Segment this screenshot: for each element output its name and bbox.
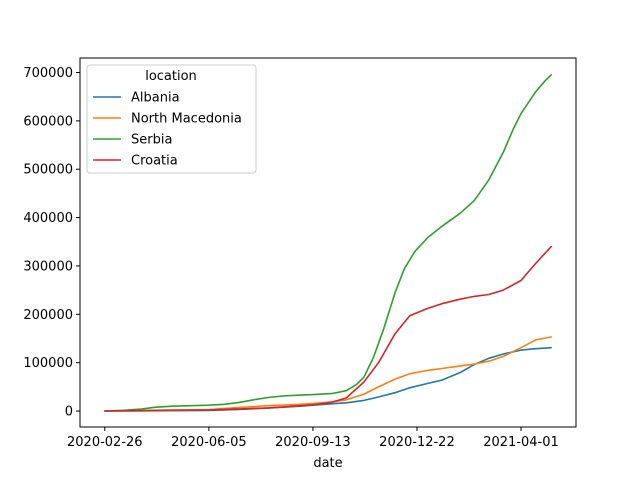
y-axis: 0 100000 200000 300000 400000 500000 600000 700… (23, 66, 80, 420)
legend-label: North Macedonia (131, 112, 242, 127)
series-line-north-macedonia (104, 336, 552, 412)
y-tick-label: 500000 (23, 163, 73, 178)
x-tick-label: 2020-09-13 (275, 435, 351, 450)
series-line-serbia (104, 74, 552, 412)
legend-label: Croatia (131, 154, 178, 169)
x-tick-label: 2020-02-26 (67, 435, 143, 450)
legend-label: Albania (131, 91, 180, 106)
x-tick-label: 2020-06-05 (171, 435, 247, 450)
y-tick-label: 300000 (23, 259, 73, 274)
y-tick-label: 700000 (23, 66, 73, 81)
plot-lines (104, 74, 552, 412)
x-axis: 2020-02-26 2020-06-05 2020-09-13 2020-12-22… (67, 427, 559, 450)
legend-box (86, 64, 257, 174)
legend-title: location (145, 69, 197, 84)
plot-frame (79, 57, 577, 428)
y-tick-label: 100000 (23, 356, 73, 371)
y-tick-label: 400000 (23, 211, 73, 226)
y-tick-label: 600000 (23, 114, 73, 129)
x-axis-label: date (313, 456, 342, 471)
y-tick-label: 200000 (23, 308, 73, 323)
legend-label: Serbia (131, 133, 172, 148)
legend-entries: Albania North Macedonia Serbia Croatia (93, 91, 242, 169)
y-tick-label: 0 (65, 405, 73, 420)
x-tick-label: 2021-04-01 (483, 435, 559, 450)
x-tick-label: 2020-12-22 (379, 435, 455, 450)
series-line-croatia (104, 245, 552, 412)
legend: location Albania North Macedonia Serbia Cro… (86, 64, 257, 174)
